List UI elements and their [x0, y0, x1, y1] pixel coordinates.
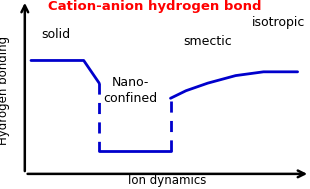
Text: Ion dynamics: Ion dynamics: [128, 174, 206, 187]
Text: smectic: smectic: [183, 35, 232, 48]
Text: isotropic: isotropic: [252, 16, 306, 29]
Text: Nano-
confined: Nano- confined: [103, 76, 157, 105]
Text: Hydrogen bonding: Hydrogen bonding: [0, 36, 10, 145]
Text: solid: solid: [41, 28, 70, 40]
Text: Cation-anion hydrogen bond: Cation-anion hydrogen bond: [48, 0, 262, 13]
